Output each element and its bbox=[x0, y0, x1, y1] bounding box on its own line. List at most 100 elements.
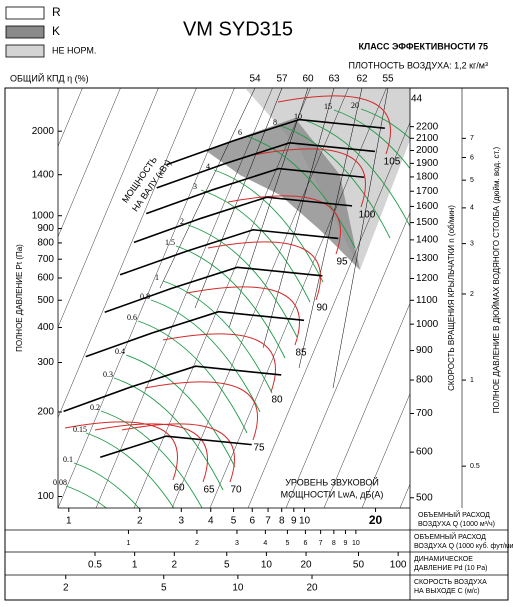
efficiency-title: ОБЩИЙ КПД η (%) bbox=[10, 72, 89, 83]
sound-curve bbox=[64, 421, 178, 481]
y3-tick-label: 1 bbox=[470, 377, 474, 384]
axis-row-title: СКОРОСТЬ ВОЗДУХА bbox=[414, 579, 487, 586]
x-tick-label: 3 bbox=[235, 540, 239, 547]
x-axis-title: ОБЪЕМНЫЙ РАСХОД bbox=[418, 510, 490, 519]
sound-label: 95 bbox=[336, 257, 348, 268]
power-label: 0.2 bbox=[90, 403, 100, 412]
efficiency-line bbox=[332, 88, 389, 389]
legend-swatch bbox=[5, 25, 45, 39]
power-label: 1.5 bbox=[165, 238, 175, 247]
density: ПЛОТНОСТЬ ВОЗДУХА: 1,2 кг/м³ bbox=[349, 60, 488, 70]
y-tick-label: 600 bbox=[37, 273, 54, 284]
power-line bbox=[175, 245, 286, 359]
power-label: 0.6 bbox=[127, 313, 137, 322]
power-line bbox=[303, 119, 410, 228]
x-tick-label: 20 bbox=[300, 560, 312, 571]
power-line bbox=[85, 432, 175, 508]
y2-tick-label: 2200 bbox=[416, 121, 439, 132]
system-line bbox=[285, 212, 410, 508]
sound-label: 90 bbox=[316, 303, 328, 314]
power-label: 0.1 bbox=[63, 455, 73, 464]
y2-tick-label: 1900 bbox=[416, 158, 439, 169]
y2-tick-label: 1700 bbox=[416, 186, 439, 197]
sound-curve bbox=[252, 148, 366, 208]
power-line bbox=[100, 410, 203, 508]
efficiency-line bbox=[298, 88, 363, 369]
y2-tick-label: 1500 bbox=[416, 217, 439, 228]
efficiency-label: 57 bbox=[276, 74, 288, 85]
power-label: 3 bbox=[193, 182, 197, 191]
power-line bbox=[200, 189, 311, 303]
x-tick-label: 9 bbox=[344, 540, 348, 547]
performance-curve bbox=[63, 365, 282, 413]
x-tick-label: 50 bbox=[353, 560, 365, 571]
efficiency-line bbox=[194, 88, 283, 309]
subtitle: КЛАСС ЭФФЕКТИВНОСТИ 75 bbox=[358, 41, 488, 51]
x-axis-title: ВОЗДУХА Q (1000 м³/ч) bbox=[418, 521, 495, 528]
y2-tick-label: 900 bbox=[416, 345, 433, 356]
efficiency-label: 44 bbox=[411, 94, 423, 105]
power-label: 0.15 bbox=[73, 425, 87, 434]
power-line bbox=[65, 485, 107, 508]
system-line bbox=[209, 88, 387, 508]
y3-tick-label: 7 bbox=[470, 135, 474, 142]
x-tick-label: 10 bbox=[232, 583, 244, 594]
y2-tick-label: 1100 bbox=[416, 295, 438, 306]
axis-row-title: НА ВЫХОДЕ C (м/с) bbox=[414, 588, 480, 595]
x-tick-label: 2 bbox=[137, 516, 143, 527]
x-tick-label: 4 bbox=[263, 540, 267, 547]
power-label: 4 bbox=[206, 162, 210, 171]
sound-title: МОЩНОСТИ LwA, дБ(A) bbox=[281, 489, 384, 499]
power-label: 15 bbox=[324, 102, 332, 111]
y-tick-label: 200 bbox=[37, 407, 54, 418]
x-tick-label: 8 bbox=[279, 516, 285, 527]
y-tick-label: 300 bbox=[37, 357, 54, 368]
x-tick-label: 10 bbox=[352, 540, 360, 547]
power-label: 0.8 bbox=[140, 292, 150, 301]
chart-title: VM SYD315 bbox=[183, 18, 293, 40]
y-tick-label: 900 bbox=[37, 223, 54, 234]
system-line bbox=[133, 88, 311, 508]
efficiency-label: 63 bbox=[328, 74, 340, 85]
y2-tick-label: 2100 bbox=[416, 133, 439, 144]
y-tick-label: 500 bbox=[37, 295, 54, 306]
y3-tick-label: 3 bbox=[470, 240, 474, 247]
x-tick-label: 5 bbox=[161, 583, 167, 594]
y2-tick-label: 600 bbox=[416, 447, 433, 458]
y2-tick-label: 2000 bbox=[416, 145, 439, 156]
system-line bbox=[95, 88, 273, 508]
legend-label: R bbox=[52, 5, 61, 19]
sound-label: 70 bbox=[230, 485, 242, 496]
sound-title: УРОВЕНЬ ЗВУКОВОЙ bbox=[285, 476, 379, 487]
y3-tick-label: 5 bbox=[470, 177, 474, 184]
power-line bbox=[280, 125, 391, 239]
sound-curve bbox=[121, 423, 235, 483]
power-line bbox=[333, 109, 410, 170]
x-tick-label: 20 bbox=[306, 583, 318, 594]
y2-tick-label: 1400 bbox=[416, 235, 439, 246]
x-tick-label: 7 bbox=[265, 516, 271, 527]
x-tick-label: 2 bbox=[172, 560, 178, 571]
x-tick-label: 1 bbox=[132, 560, 138, 571]
sound-curve bbox=[277, 95, 391, 155]
x-tick-label: 20 bbox=[369, 513, 383, 527]
axis-row-title: ОБЪЕМНЫЙ РАСХОД bbox=[414, 532, 486, 541]
performance-curve bbox=[85, 310, 305, 358]
power-line bbox=[187, 224, 298, 338]
x-tick-label: 7 bbox=[319, 540, 323, 547]
x-tick-label: 5 bbox=[285, 540, 289, 547]
x-tick-label: 5 bbox=[231, 516, 237, 527]
y2-axis-title: СКОРОСТЬ ВРАЩЕНИЯ КРЫЛЬЧАТКИ n (об/мин) bbox=[447, 205, 456, 391]
sound-curve bbox=[186, 286, 300, 346]
system-line bbox=[58, 88, 197, 419]
y2-tick-label: 1300 bbox=[416, 253, 439, 264]
sound-label: 75 bbox=[253, 443, 265, 454]
efficiency-label: 54 bbox=[249, 74, 261, 85]
y2-tick-label: 800 bbox=[416, 375, 433, 386]
performance-curve bbox=[100, 435, 252, 458]
power-line bbox=[113, 377, 224, 491]
sound-label: 100 bbox=[359, 210, 376, 221]
y-tick-label: 400 bbox=[37, 322, 54, 333]
x-tick-label: 100 bbox=[390, 560, 407, 571]
